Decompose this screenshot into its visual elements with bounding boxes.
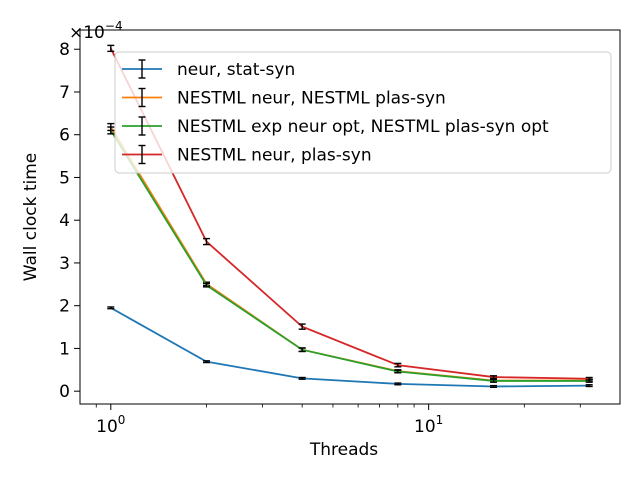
legend-label: NESTML neur, NESTML plas-syn (177, 89, 446, 109)
y-multiplier: ×10−4 (69, 19, 123, 43)
legend-label: NESTML exp neur opt, NESTML plas-syn opt (177, 117, 549, 137)
x-axis: 100 101 (95, 404, 581, 437)
series-line (109, 47, 590, 380)
legend-label: neur, stat-syn (177, 60, 295, 80)
x-tick-label: 100 (96, 413, 125, 437)
series-line (110, 129, 590, 382)
y-tick-label: 4 (59, 211, 70, 231)
series-layer (107, 44, 593, 389)
y-axis: 0 1 2 3 4 5 6 7 8 (59, 40, 80, 402)
y-tick-label: 8 (59, 40, 70, 60)
y-tick-label: 6 (59, 126, 70, 146)
x-tick-label: 101 (414, 413, 443, 437)
plot-frame (79, 29, 621, 405)
legend: neur, stat-syn NESTML neur, NESTML plas-s… (114, 51, 612, 174)
x-axis-label: Threads (309, 440, 378, 460)
y-tick-label: 3 (59, 254, 70, 274)
y-axis-label: Wall clock time (21, 153, 41, 281)
series-line (110, 307, 590, 388)
y-tick-label: 2 (59, 297, 70, 317)
y-tick-label: 1 (59, 339, 70, 359)
y-tick-label: 5 (59, 168, 70, 188)
legend-label: NESTML neur, plas-syn (177, 146, 372, 166)
legend-box (114, 51, 612, 174)
y-tick-label: 7 (59, 83, 70, 103)
y-tick-label: 0 (59, 382, 70, 402)
y-multiplier-exponent: −4 (105, 19, 123, 33)
